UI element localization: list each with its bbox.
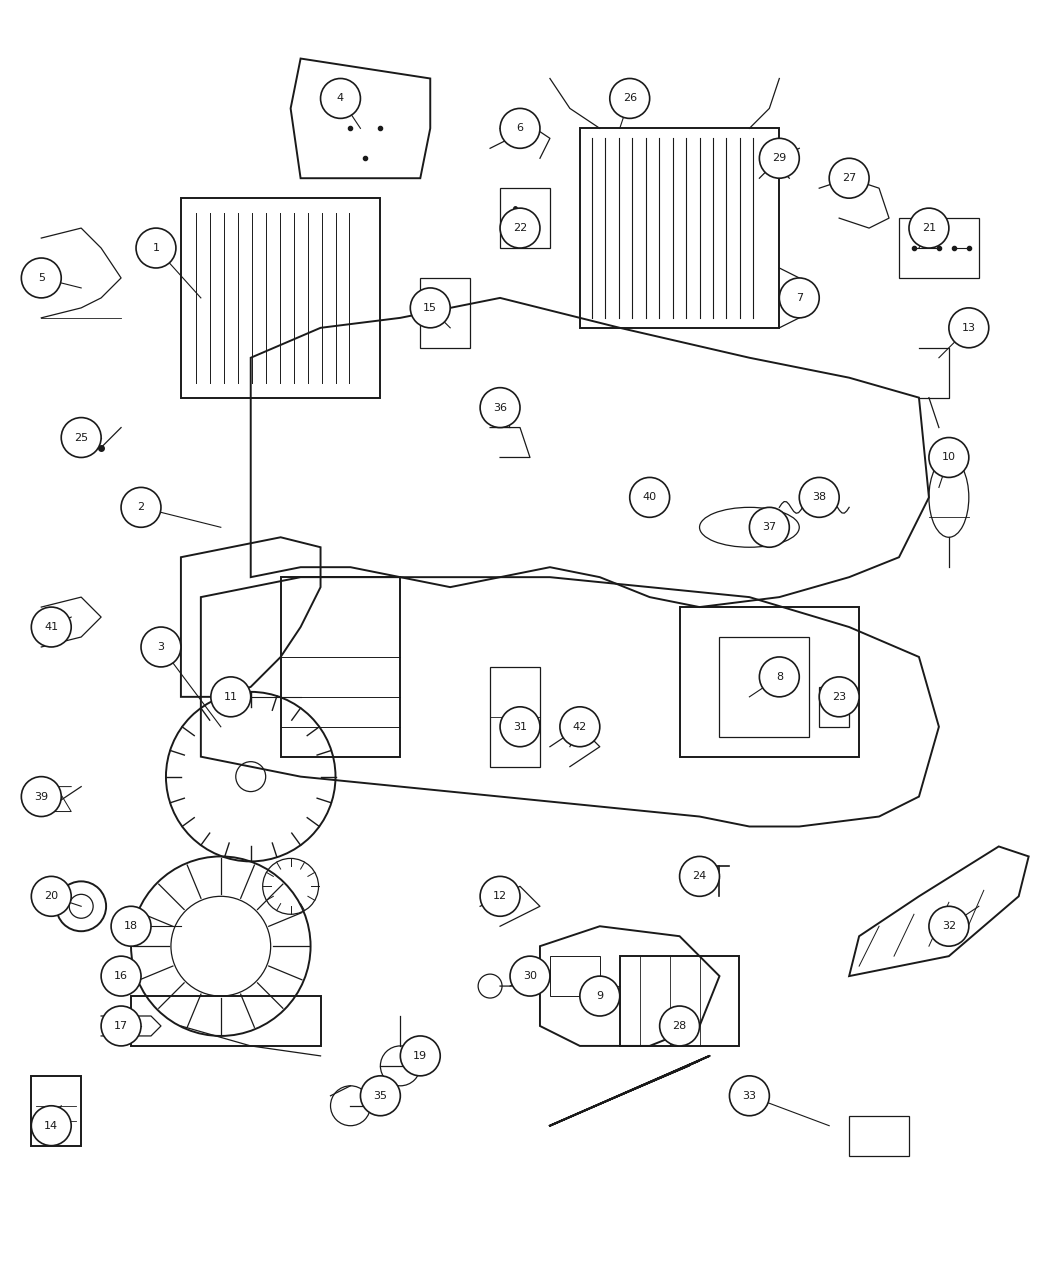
Text: 31: 31 — [513, 722, 527, 732]
Text: 33: 33 — [742, 1091, 756, 1101]
Text: 9: 9 — [596, 991, 604, 1001]
Text: 29: 29 — [772, 153, 786, 163]
Circle shape — [32, 1106, 71, 1145]
Text: 1: 1 — [152, 243, 160, 253]
Text: 6: 6 — [517, 124, 524, 133]
Text: 12: 12 — [494, 891, 507, 902]
Text: 4: 4 — [337, 93, 344, 103]
Text: 20: 20 — [44, 891, 59, 902]
Text: 5: 5 — [38, 273, 45, 283]
Text: 38: 38 — [812, 493, 826, 502]
Circle shape — [759, 138, 799, 179]
Text: 21: 21 — [922, 223, 936, 234]
Text: 30: 30 — [523, 971, 537, 981]
Circle shape — [500, 109, 540, 148]
Text: 25: 25 — [75, 433, 88, 443]
Circle shape — [949, 308, 989, 347]
Circle shape — [136, 229, 176, 268]
Text: 10: 10 — [942, 452, 956, 462]
Bar — [181, 198, 380, 397]
Text: 15: 15 — [423, 303, 437, 313]
Circle shape — [929, 438, 969, 478]
Text: 13: 13 — [962, 323, 975, 333]
Text: 26: 26 — [623, 93, 636, 103]
Text: 39: 39 — [35, 792, 48, 802]
Circle shape — [500, 208, 540, 248]
Text: 19: 19 — [414, 1051, 427, 1061]
Circle shape — [830, 158, 869, 198]
Circle shape — [121, 488, 161, 527]
Text: 16: 16 — [114, 971, 128, 981]
Bar — [679, 607, 859, 757]
Circle shape — [659, 1006, 699, 1046]
Text: 18: 18 — [124, 921, 139, 931]
Bar — [580, 129, 779, 328]
Circle shape — [61, 418, 101, 457]
Circle shape — [211, 677, 251, 716]
Circle shape — [320, 78, 360, 119]
Bar — [420, 278, 470, 347]
Text: 32: 32 — [942, 921, 956, 931]
Circle shape — [819, 677, 859, 716]
Bar — [500, 188, 550, 248]
Text: 23: 23 — [832, 692, 846, 702]
Circle shape — [141, 627, 181, 667]
Bar — [719, 637, 810, 737]
Text: 37: 37 — [762, 522, 776, 533]
Bar — [819, 687, 849, 727]
Text: 2: 2 — [138, 502, 145, 512]
Text: 7: 7 — [796, 292, 803, 303]
Text: 8: 8 — [776, 672, 783, 682]
Text: 41: 41 — [44, 622, 59, 632]
Circle shape — [400, 1036, 440, 1075]
Circle shape — [642, 489, 657, 506]
Bar — [280, 577, 400, 757]
Bar — [899, 218, 979, 278]
Circle shape — [750, 507, 790, 548]
Circle shape — [759, 656, 799, 697]
Circle shape — [630, 478, 670, 517]
Circle shape — [411, 287, 450, 328]
Bar — [620, 956, 739, 1046]
Text: 11: 11 — [224, 692, 237, 702]
Circle shape — [779, 278, 819, 318]
Circle shape — [360, 1075, 400, 1116]
Bar — [849, 1116, 909, 1156]
Text: 28: 28 — [672, 1022, 687, 1031]
Text: 22: 22 — [512, 223, 527, 234]
Circle shape — [480, 388, 520, 428]
Circle shape — [500, 706, 540, 747]
Text: 40: 40 — [643, 493, 656, 502]
Circle shape — [101, 956, 141, 996]
Bar — [32, 1075, 81, 1145]
Bar — [490, 667, 540, 766]
Text: 27: 27 — [842, 174, 856, 183]
Text: 17: 17 — [114, 1022, 128, 1031]
Text: 24: 24 — [692, 871, 707, 881]
Bar — [550, 956, 600, 996]
Text: 3: 3 — [158, 642, 165, 653]
Circle shape — [32, 607, 71, 647]
Circle shape — [21, 258, 61, 298]
Circle shape — [580, 976, 620, 1016]
Circle shape — [799, 478, 839, 517]
Circle shape — [21, 776, 61, 816]
Circle shape — [111, 907, 151, 946]
Circle shape — [480, 876, 520, 917]
Circle shape — [929, 907, 969, 946]
Text: 42: 42 — [572, 722, 587, 732]
Circle shape — [730, 1075, 770, 1116]
Circle shape — [560, 706, 600, 747]
Text: 36: 36 — [494, 402, 507, 412]
Text: 14: 14 — [44, 1121, 59, 1130]
Bar — [131, 996, 320, 1046]
Text: 35: 35 — [374, 1091, 387, 1101]
Circle shape — [610, 78, 650, 119]
Circle shape — [679, 857, 719, 896]
Circle shape — [101, 1006, 141, 1046]
Circle shape — [510, 956, 550, 996]
Circle shape — [909, 208, 949, 248]
Circle shape — [32, 876, 71, 917]
